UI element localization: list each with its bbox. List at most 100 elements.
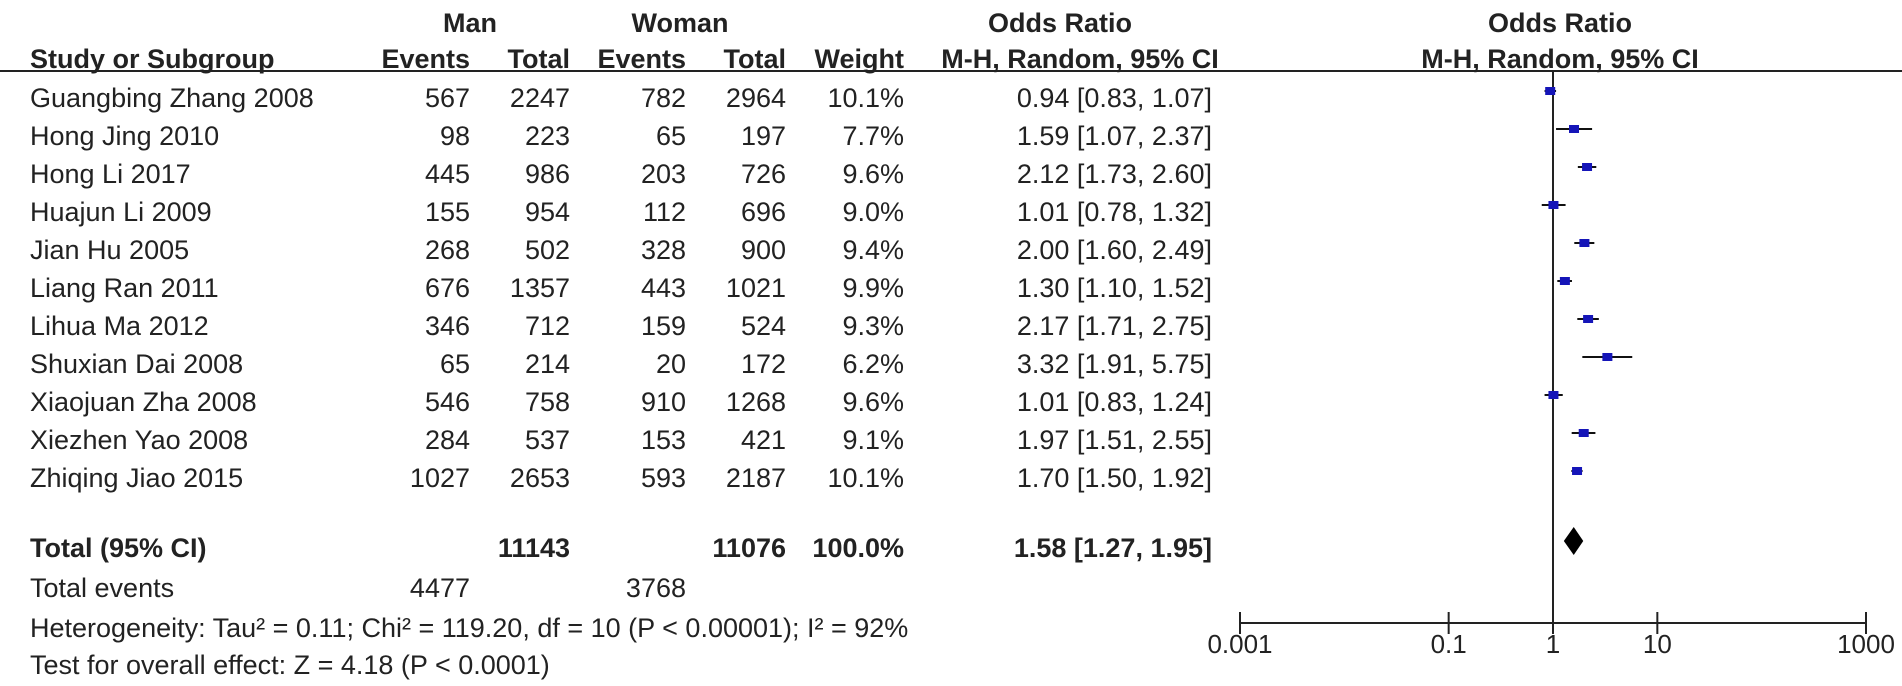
- events-man: 546: [424, 387, 470, 417]
- total1-column-header: Total: [507, 44, 571, 74]
- total-man: 214: [524, 349, 570, 379]
- point-marker: [1569, 125, 1580, 133]
- heterogeneity-text: Heterogeneity: Tau² = 0.11; Chi² = 119.2…: [30, 613, 909, 643]
- events-woman: 112: [642, 197, 686, 227]
- events-man: 676: [424, 273, 470, 303]
- events-woman: 910: [640, 387, 686, 417]
- weight: 9.6%: [842, 159, 904, 189]
- odds-ratio-ci: 1.70 [1.50, 1.92]: [1016, 463, 1212, 493]
- total-woman: 524: [740, 311, 786, 341]
- events-man: 268: [424, 235, 470, 265]
- point-marker: [1578, 429, 1589, 437]
- events-woman: 153: [640, 425, 686, 455]
- point-marker: [1559, 277, 1570, 285]
- events-woman: 443: [640, 273, 686, 303]
- events-man: 65: [439, 349, 470, 379]
- events-woman: 328: [640, 235, 686, 265]
- total-row-total1: 11143: [497, 533, 570, 563]
- study-name: Xiezhen Yao 2008: [30, 425, 249, 455]
- total-woman: 2964: [725, 83, 786, 113]
- total-man: 2653: [509, 463, 570, 493]
- odds-ratio-ci: 2.00 [1.60, 2.49]: [1016, 235, 1212, 265]
- total-man: 712: [524, 311, 570, 341]
- events-man: 1027: [409, 463, 470, 493]
- plot-area: 0.001 0.1 1 10 1000: [1207, 71, 1895, 659]
- events-man: 284: [424, 425, 470, 455]
- x-tick-label: 1: [1546, 629, 1560, 659]
- total-woman: 696: [740, 197, 786, 227]
- overall-effect-text: Test for overall effect: Z = 4.18 (P < 0…: [30, 650, 550, 680]
- point-marker: [1582, 163, 1593, 171]
- point-marker: [1579, 239, 1590, 247]
- total-man: 537: [524, 425, 570, 455]
- study-column-header: Study or Subgroup: [30, 44, 275, 74]
- weight: 9.4%: [842, 235, 904, 265]
- total-woman: 900: [740, 235, 786, 265]
- point-marker: [1548, 201, 1559, 209]
- events-woman: 593: [640, 463, 686, 493]
- events-man: 98: [439, 121, 470, 151]
- weight: 9.6%: [842, 387, 904, 417]
- study-name: Zhiqing Jiao 2015: [30, 463, 244, 493]
- odds-ratio-ci: 1.01 [0.78, 1.32]: [1016, 197, 1212, 227]
- weight: 10.1%: [827, 83, 904, 113]
- events-man: 445: [424, 159, 470, 189]
- events-man: 155: [424, 197, 470, 227]
- x-tick-label: 1000: [1837, 629, 1895, 659]
- odds-ratio-ci: 1.30 [1.10, 1.52]: [1016, 273, 1212, 303]
- events-man: 567: [424, 83, 470, 113]
- method-plot-header: M-H, Random, 95% CI: [1421, 44, 1699, 74]
- total2-column-header: Total: [723, 44, 787, 74]
- odds-ratio-ci: 0.94 [0.83, 1.07]: [1016, 83, 1212, 113]
- point-marker: [1602, 353, 1613, 361]
- weight: 9.1%: [842, 425, 904, 455]
- x-tick-label: 10: [1643, 629, 1672, 659]
- events-woman: 203: [640, 159, 686, 189]
- total-woman: 1268: [725, 387, 786, 417]
- weight: 9.3%: [842, 311, 904, 341]
- pooled-diamond: [1563, 527, 1584, 555]
- total-man: 1357: [509, 273, 570, 303]
- study-name: Huajun Li 2009: [30, 197, 212, 227]
- events-woman: 159: [640, 311, 686, 341]
- total-row-weight: 100.0%: [812, 533, 904, 563]
- total-woman: 421: [740, 425, 786, 455]
- x-tick-label: 0.001: [1207, 629, 1272, 659]
- odds-ratio-ci: 2.12 [1.73, 2.60]: [1016, 159, 1212, 189]
- total-woman: 1021: [725, 273, 786, 303]
- total-events-man: 4477: [409, 573, 470, 603]
- total-woman: 197: [740, 121, 786, 151]
- study-name: Shuxian Dai 2008: [30, 349, 244, 379]
- total-man: 502: [524, 235, 570, 265]
- events1-column-header: Events: [381, 44, 470, 74]
- total-events-label: Total events: [30, 573, 175, 603]
- or-plot-title: Odds Ratio: [1487, 8, 1632, 38]
- group1-header: Man: [443, 8, 497, 38]
- study-name: Jian Hu 2005: [30, 235, 190, 265]
- point-marker: [1548, 391, 1559, 399]
- study-name: Xiaojuan Zha 2008: [30, 387, 257, 417]
- study-name: Liang Ran 2011: [30, 273, 219, 303]
- point-marker: [1545, 87, 1556, 95]
- point-marker: [1572, 467, 1583, 475]
- total-row-total2: 11076: [712, 533, 786, 563]
- study-name: Lihua Ma 2012: [30, 311, 209, 341]
- weight-column-header: Weight: [814, 44, 905, 74]
- study-name: Hong Jing 2010: [30, 121, 220, 151]
- total-man: 954: [524, 197, 570, 227]
- weight: 10.1%: [827, 463, 904, 493]
- events2-column-header: Events: [597, 44, 686, 74]
- study-name: Hong Li 2017: [30, 159, 191, 189]
- odds-ratio-ci: 1.59 [1.07, 2.37]: [1016, 121, 1212, 151]
- group2-header: Woman: [631, 8, 729, 38]
- odds-ratio-ci: 2.17 [1.71, 2.75]: [1016, 311, 1212, 341]
- total-woman: 726: [740, 159, 786, 189]
- total-man: 223: [524, 121, 570, 151]
- total-row-ci: 1.58 [1.27, 1.95]: [1013, 533, 1212, 563]
- weight: 9.0%: [842, 197, 904, 227]
- weight: 9.9%: [842, 273, 904, 303]
- weight: 7.7%: [842, 121, 904, 151]
- total-man: 758: [524, 387, 570, 417]
- or-table-title: Odds Ratio: [987, 8, 1132, 38]
